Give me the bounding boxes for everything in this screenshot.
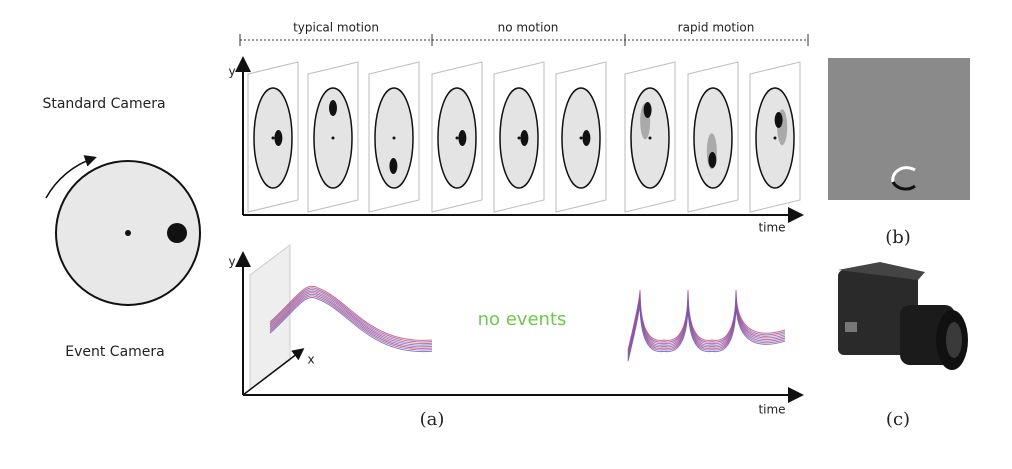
camera-label: Event Camera — [65, 344, 165, 360]
frame-center — [773, 136, 777, 140]
camera-label: Standard Camera — [42, 96, 165, 112]
caption: (b) — [885, 227, 911, 248]
event-curve — [269, 295, 433, 351]
annotation: no events — [478, 309, 567, 330]
segment-label: typical motion — [293, 21, 379, 35]
frame-dot — [643, 102, 652, 118]
camera-photo — [838, 262, 968, 370]
frame-dot — [389, 158, 398, 174]
rotating-disk — [45, 155, 201, 306]
event-curve — [627, 299, 786, 360]
frame-center — [455, 136, 459, 140]
event-curve — [269, 285, 433, 341]
event-curve — [627, 297, 786, 359]
event-curve — [627, 289, 786, 351]
frame-dot — [274, 130, 283, 146]
caption: (a) — [420, 409, 445, 430]
x-axis — [242, 348, 305, 396]
event-curve — [269, 287, 433, 343]
frame-center — [271, 136, 275, 140]
frame-center — [517, 136, 521, 140]
frame-dot — [329, 100, 337, 116]
event-curve — [269, 293, 433, 349]
axis-label: time — [758, 221, 785, 235]
segment-label: no motion — [498, 21, 559, 35]
axis-label: time — [758, 403, 785, 417]
axis-label: x — [307, 353, 314, 367]
event-curve — [627, 296, 786, 357]
axis-label: y — [228, 255, 235, 269]
event-stream — [269, 285, 786, 362]
axis-label: y — [228, 65, 235, 79]
caption: (c) — [886, 409, 910, 430]
event-curve — [269, 292, 433, 348]
event-image — [828, 58, 970, 200]
event-curve — [627, 294, 786, 355]
frame-dot — [582, 130, 591, 146]
frame-center — [579, 136, 583, 140]
event-curve — [627, 293, 786, 354]
event-curve — [269, 289, 433, 345]
frame-dot — [774, 112, 783, 128]
segment-label: rapid motion — [678, 21, 755, 35]
event-curve — [627, 301, 786, 362]
frame-dot — [458, 130, 467, 146]
header-bracket — [239, 34, 809, 46]
frame-center — [392, 136, 396, 140]
frame-center — [648, 136, 652, 140]
frames — [247, 61, 801, 213]
event-curve — [269, 297, 433, 353]
frame-dot — [520, 130, 529, 146]
event-curve — [627, 291, 786, 352]
frame-dot — [708, 152, 717, 168]
frame-center — [331, 136, 335, 140]
event-curve — [269, 290, 433, 346]
